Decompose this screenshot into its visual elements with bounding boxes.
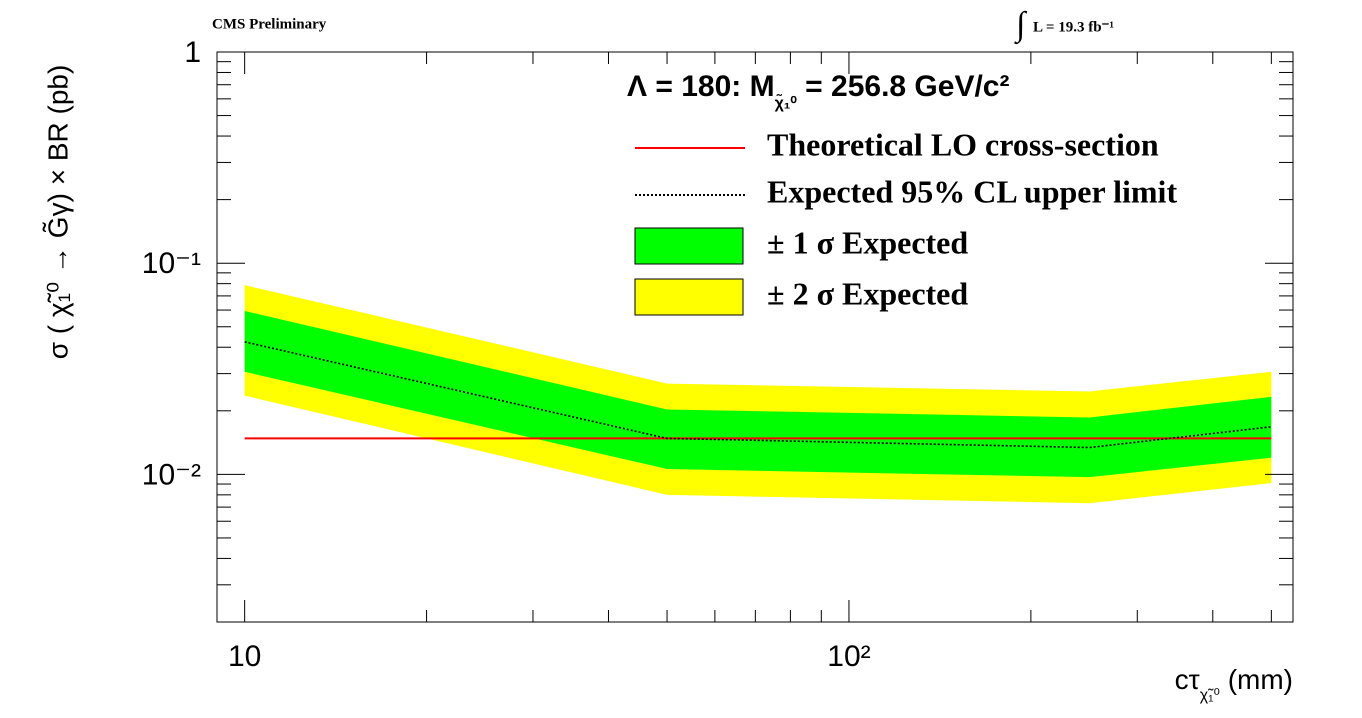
y-tick-label: 10⁻¹ xyxy=(142,247,201,280)
legend-title-sub: χ̃₁⁰ xyxy=(775,92,798,112)
x-label-sub: χ̃₁⁰ xyxy=(1200,687,1220,704)
legend-swatch xyxy=(634,278,744,316)
lumi-integral: ∫ xyxy=(1014,6,1028,45)
y-tick-label: 10⁻² xyxy=(142,458,201,491)
y-tick-label: 1 xyxy=(184,36,201,69)
y-axis-label: σ ( χ̃₁⁰ → G̃γ) × BR (pb) xyxy=(42,65,73,360)
legend-swatch xyxy=(634,227,744,265)
series-line xyxy=(244,341,1272,449)
legend-label: Theoretical LO cross-section xyxy=(767,126,1159,162)
x-tick-label: 10² xyxy=(827,640,870,673)
header: CMS Preliminary xyxy=(212,16,327,32)
x-axis-label: cτχ̃₁⁰ (mm) xyxy=(1175,664,1293,704)
x-tick-label: 10 xyxy=(228,640,261,673)
x-label-main: cτ xyxy=(1175,664,1200,695)
legend-title-rest: = 256.8 GeV/c² xyxy=(797,70,1010,103)
legend-label: ± 1 σ Expected xyxy=(767,224,968,260)
lumi: L = 19.3 fb⁻¹ xyxy=(1033,19,1114,35)
legend-title: Λ = 180: Mχ̃₁⁰ = 256.8 GeV/c² xyxy=(627,70,1009,112)
legend-label: Expected 95% CL upper limit xyxy=(767,173,1177,209)
band xyxy=(244,310,1272,478)
legend-title-main: Λ = 180: M xyxy=(627,70,775,103)
x-label-rest: (mm) xyxy=(1220,664,1293,695)
legend-label: ± 2 σ Expected xyxy=(767,275,968,311)
